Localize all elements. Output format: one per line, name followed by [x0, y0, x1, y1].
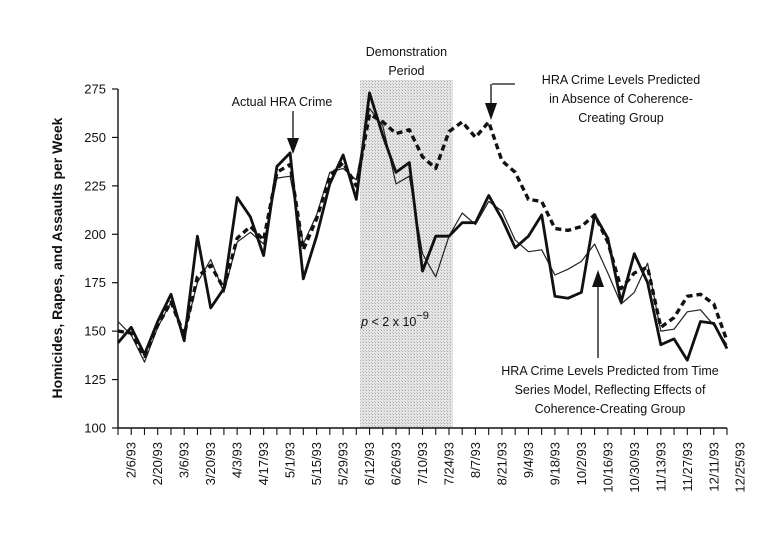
series-line-thick-solid: Actual HRA Crime: [116, 91, 729, 362]
annotation-layer: Demonstration Period Actual HRA Crime HRA C…: [232, 45, 719, 416]
x-tick-label: 12/25/93: [733, 442, 748, 493]
x-tick-label: 8/7/93: [468, 442, 483, 478]
series-layer: HRA Crime Levels Predicted from Time Ser…: [116, 91, 729, 363]
x-tick-label: 7/10/93: [415, 442, 430, 485]
p-value-label: p < 2 x 10−9: [360, 310, 429, 329]
y-tick-label: 100: [84, 421, 106, 436]
time-series-prediction-label: Series Model, Reflecting Effects of: [515, 383, 706, 397]
y-tick-label: 250: [84, 130, 106, 145]
x-tick-label: 6/26/93: [389, 442, 404, 485]
demonstration-period-label: Demonstration: [366, 45, 447, 59]
actual-crime-label: Actual HRA Crime: [232, 95, 333, 109]
shade-layer: [360, 80, 453, 428]
x-tick-label: 5/1/93: [283, 442, 298, 478]
y-tick-label: 200: [84, 227, 106, 242]
p-value-exponent: −9: [416, 310, 429, 322]
x-tick-label: 7/24/93: [441, 442, 456, 485]
x-tick-label: 2/6/93: [124, 442, 139, 478]
p-value-p: p: [360, 315, 368, 329]
time-series-arrowhead: [592, 270, 604, 287]
x-tick-label: 5/29/93: [336, 442, 351, 485]
demonstration-period-shade: [360, 80, 453, 428]
x-tick-label: 9/18/93: [547, 442, 562, 485]
x-tick-label: 6/12/93: [362, 442, 377, 485]
y-tick-label: 150: [84, 324, 106, 339]
x-tick-label: 10/16/93: [600, 442, 615, 493]
x-tick-label: 9/4/93: [521, 442, 536, 478]
absence-prediction-label: HRA Crime Levels Predicted: [542, 73, 700, 87]
x-tick-label: 5/15/93: [309, 442, 324, 485]
y-tick-label: 175: [84, 275, 106, 290]
time-series-prediction-label: Coherence-Creating Group: [535, 402, 686, 416]
x-tick-label: 2/20/93: [150, 442, 165, 485]
time-series-prediction-label: HRA Crime Levels Predicted from Time: [501, 364, 718, 378]
y-axis-label: Homicides, Rapes, and Assaults per Week: [49, 117, 65, 398]
x-tick-label: 3/6/93: [177, 442, 192, 478]
x-tick-label: 4/17/93: [256, 442, 271, 485]
x-tick-label: 12/11/93: [706, 442, 721, 492]
x-tick-label: 10/30/93: [627, 442, 642, 493]
series-line-thick-dashed: HRA Crime Levels Predicted in Absence of…: [117, 112, 729, 358]
actual-crime-arrowhead: [287, 138, 299, 154]
y-tick-label: 125: [84, 372, 106, 387]
x-tick-label: 4/3/93: [230, 442, 245, 478]
y-tick-label: 225: [84, 178, 106, 193]
demonstration-period-label: Period: [388, 64, 424, 78]
x-tick-label: 3/20/93: [203, 442, 218, 485]
y-tick-label: 275: [84, 82, 106, 97]
p-value-mid: < 2 x 10: [368, 315, 416, 329]
x-tick-label: 11/27/93: [680, 442, 695, 492]
absence-prediction-label: Creating Group: [578, 111, 664, 125]
axes-layer: 100 125 150 175 200 225 250 275 2/6/93 2/20/93 3/6…: [49, 82, 748, 493]
x-tick-label: 11/13/93: [653, 442, 668, 492]
x-tick-label: 8/21/93: [494, 442, 509, 485]
absence-prediction-label: in Absence of Coherence-: [549, 92, 693, 106]
x-tick-label: 10/2/93: [574, 442, 589, 485]
absence-arrowhead: [485, 103, 497, 120]
